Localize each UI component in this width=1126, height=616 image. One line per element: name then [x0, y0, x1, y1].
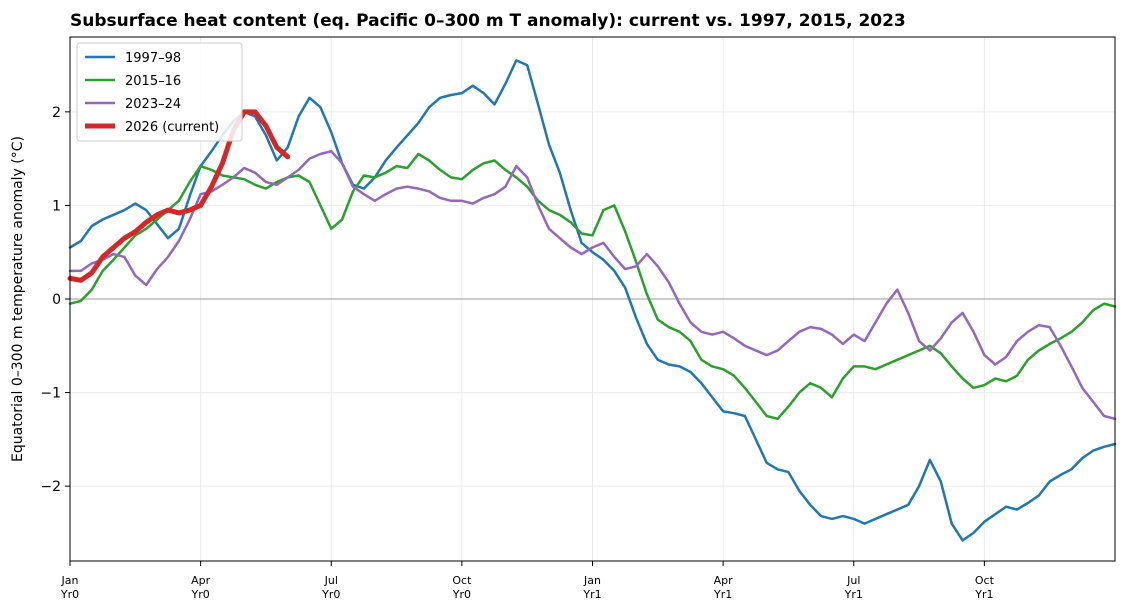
- y-tick-label: 0: [52, 292, 61, 308]
- y-axis-label: Equatorial 0–300 m temperature anomaly (…: [10, 136, 26, 462]
- x-tick-label: Jan Yr1: [582, 574, 601, 601]
- x-tick-label: Oct Yr1: [974, 574, 994, 601]
- chart-title: Subsurface heat content (eq. Pacific 0–3…: [70, 11, 906, 31]
- x-axis: Jan Yr0 Apr Yr0 Jul Yr0 Oct Yr0 Jan Yr1 Apr Yr1 Jul Y…: [60, 561, 995, 601]
- legend-label: 1997–98: [125, 51, 181, 66]
- x-tick-label: Jul Yr1: [844, 574, 863, 601]
- series-line-4: [67, 109, 291, 283]
- y-tick-label: −1: [40, 386, 61, 402]
- legend: 1997–98 2015–16 2023–24 2026 (current): [76, 42, 243, 142]
- legend-label: 2026 (current): [125, 120, 219, 135]
- legend-label: 2015–16: [125, 74, 181, 89]
- series-lines: [67, 59, 1117, 542]
- x-tick-label: Jul Yr0: [321, 574, 340, 601]
- y-axis: −2 −1 0 1 2: [40, 105, 70, 495]
- y-tick-label: −2: [40, 479, 61, 495]
- x-tick-label: Apr Yr0: [191, 574, 211, 601]
- series-line-3: [68, 149, 1117, 421]
- x-tick-label: Oct Yr0: [452, 574, 472, 601]
- legend-label: 2023–24: [125, 97, 181, 112]
- y-tick-label: 1: [52, 198, 61, 214]
- x-tick-label: Jan Yr0: [60, 574, 79, 601]
- series-line-2: [68, 152, 1117, 421]
- legend-box: [76, 42, 243, 142]
- x-tick-label: Apr Yr1: [713, 574, 733, 601]
- y-tick-label: 2: [52, 105, 61, 121]
